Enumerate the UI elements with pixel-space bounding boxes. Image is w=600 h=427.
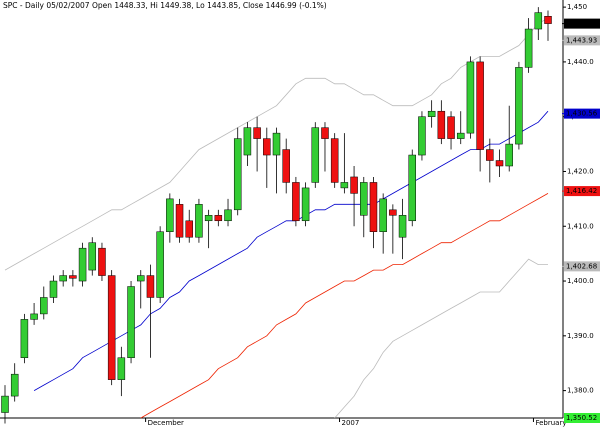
candle-body (166, 198, 174, 232)
candle-body (204, 215, 213, 222)
candle-body (69, 275, 77, 279)
candle-body (49, 280, 58, 298)
price-label-box (564, 35, 600, 46)
x-tick-label: December (148, 419, 184, 427)
indicator-line (334, 258, 548, 419)
candle-body (360, 182, 368, 216)
candle-body (476, 61, 484, 150)
price-label-box (564, 108, 600, 119)
candle-body (398, 215, 407, 238)
candle-body (224, 209, 232, 222)
candle-body (59, 275, 67, 282)
candle-body (117, 357, 126, 380)
price-label: 1,416.42 (566, 187, 597, 195)
candle-body (330, 138, 339, 183)
candle-body (156, 231, 164, 298)
price-label: 1,350.52 (566, 414, 597, 422)
candle-body (505, 143, 513, 167)
indicator-line (4, 17, 549, 271)
x-tick-label: 2007 (342, 419, 360, 427)
candle-body (214, 215, 223, 222)
candle-body (495, 160, 504, 167)
candle-body (350, 176, 358, 194)
candle-body (515, 67, 523, 145)
candle-body (107, 275, 116, 380)
candle-body (369, 182, 378, 232)
y-tick-label: 1,440.0 (567, 58, 594, 66)
candle-body (98, 247, 106, 276)
candle-body (272, 132, 281, 156)
price-label-box (564, 413, 600, 423)
price-label: 1,443.93 (566, 36, 597, 44)
y-tick-label: 1,380.0 (567, 387, 594, 395)
candle-body (40, 297, 48, 315)
y-tick-label: 1,450 (567, 3, 587, 11)
candle-body (466, 61, 475, 134)
candle-body (20, 319, 29, 358)
price-label-box (564, 186, 600, 197)
candle-body (292, 182, 300, 222)
price-label-box (564, 261, 600, 272)
candle-body (282, 149, 290, 183)
price-label: 1,430.56 (566, 110, 598, 118)
candle-body (78, 247, 87, 282)
candle-body (311, 127, 320, 183)
candle-body (1, 395, 9, 413)
candle-body (263, 138, 271, 156)
candle-body (379, 198, 387, 232)
candle-body (175, 204, 184, 238)
candle-body (340, 182, 349, 189)
indicator-line (140, 193, 549, 419)
y-tick-label: 1,420.0 (567, 167, 594, 175)
candle-body (447, 116, 455, 139)
candle-body (127, 286, 135, 358)
candle-body (534, 12, 543, 30)
candle-body (524, 28, 533, 68)
candle-body (544, 16, 552, 24)
y-tick-label: 1,400.0 (567, 277, 594, 285)
candle-body (456, 132, 465, 139)
candle-body (30, 313, 38, 320)
price-label: 1,446.99 (566, 20, 597, 28)
candle-body (427, 110, 436, 117)
y-tick-label: 1,410.0 (567, 222, 594, 230)
price-label: 1,402.68 (566, 262, 597, 270)
indicator-line (33, 110, 549, 391)
y-tick-label: 1,390.0 (567, 332, 594, 340)
candle-body (321, 127, 329, 139)
candle-body (88, 242, 97, 271)
candle-body (389, 209, 397, 216)
candle-body (253, 127, 261, 139)
candle-body (437, 110, 446, 139)
candle-body (486, 149, 494, 161)
chart-title: SPC - Daily 05/02/2007 Open 1448.33, Hi … (3, 1, 327, 10)
price-label-box (564, 18, 600, 29)
candle-body (233, 138, 242, 211)
candle-body (10, 373, 19, 397)
candle-body (243, 127, 252, 156)
candle-body (408, 154, 416, 222)
candle-body (137, 275, 145, 282)
candle-body (195, 204, 203, 238)
candle-body (146, 275, 155, 298)
candle-body (185, 220, 193, 238)
x-tick-label: February (535, 419, 566, 427)
candle-body (301, 187, 310, 222)
candle-body (418, 116, 426, 156)
